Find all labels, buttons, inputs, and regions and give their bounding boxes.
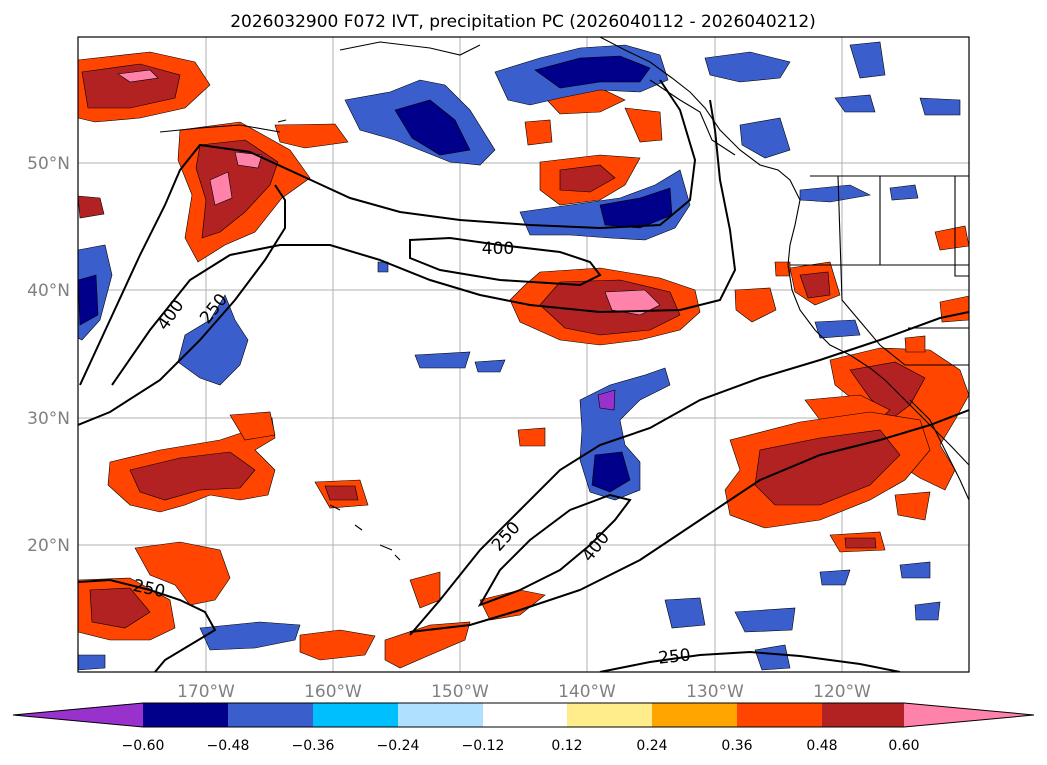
colorbar-left-extension [13,703,143,727]
ivt-contour-250-north [111,99,737,386]
colorbar-outline [12,702,1035,728]
coastlines-and-borders [159,37,969,561]
ivt-contour-400-mid [477,493,632,607]
colorbar-tick: 0.60 [888,738,919,754]
ivt-contour-400-inner [409,236,602,287]
precip-positive-anomalies [78,51,969,669]
colorbar-right-extension [904,703,1034,727]
ivt-contour-400-north [79,79,697,386]
colorbar-segment [483,703,567,727]
lat-label-50n: 50°N [27,154,70,174]
lon-label-160w: 160°W [304,682,362,702]
colorbar-segment [652,703,737,727]
colorbar-tick: 0.36 [721,738,752,754]
lat-label-20n: 20°N [27,536,70,556]
ivt-contour-250-bottom [599,650,901,672]
colorbar-segment [398,703,483,727]
ivt-contours [78,79,969,672]
ivt-contour-250-mid [409,311,969,636]
precip-negative-anomalies [78,41,961,671]
colorbar-segment [567,703,652,727]
contour-label-400-north: 400 [482,239,514,259]
lon-label-130w: 130°W [686,682,744,702]
lon-label-140w: 140°W [558,682,616,702]
contour-label-250-south: 250 [657,645,691,668]
ivt-contour-250-sw [78,578,217,672]
map-panel: 400 400 250 250 400 250 250 [78,37,969,672]
colorbar-tick: 0.12 [551,738,582,754]
colorbar-tick: −0.48 [207,738,250,754]
colorbar-segment [228,703,313,727]
colorbar-segment [822,703,904,727]
lat-label-30n: 30°N [27,409,70,429]
colorbar-tick: −0.12 [462,738,505,754]
latitude-labels: 50°N 40°N 30°N 20°N [27,154,70,556]
colorbar-segment [737,703,822,727]
ivt-contour-250-west [78,184,286,426]
colorbar-tick: −0.24 [377,738,420,754]
colorbar-segment [143,703,228,727]
lat-label-40n: 40°N [27,281,70,301]
ivt-contour-250-south [409,409,969,633]
longitude-labels: 170°W 160°W 150°W 140°W 130°W 120°W [177,682,871,702]
colorbar: −0.60 −0.48 −0.36 −0.24 −0.12 0.12 0.24 … [12,702,1035,754]
colorbar-tick: 0.48 [806,738,837,754]
colorbar-segment [313,703,398,727]
colorbar-tick: −0.60 [122,738,165,754]
colorbar-tick-labels: −0.60 −0.48 −0.36 −0.24 −0.12 0.12 0.24 … [122,738,920,754]
lon-label-170w: 170°W [177,682,235,702]
colorbar-tick: 0.24 [636,738,667,754]
lon-label-150w: 150°W [431,682,489,702]
figure-title: 2026032900 F072 IVT, precipitation PC (2… [230,12,816,32]
lon-label-120w: 120°W [813,682,871,702]
colorbar-tick: −0.36 [292,738,335,754]
map-frame [77,36,970,673]
